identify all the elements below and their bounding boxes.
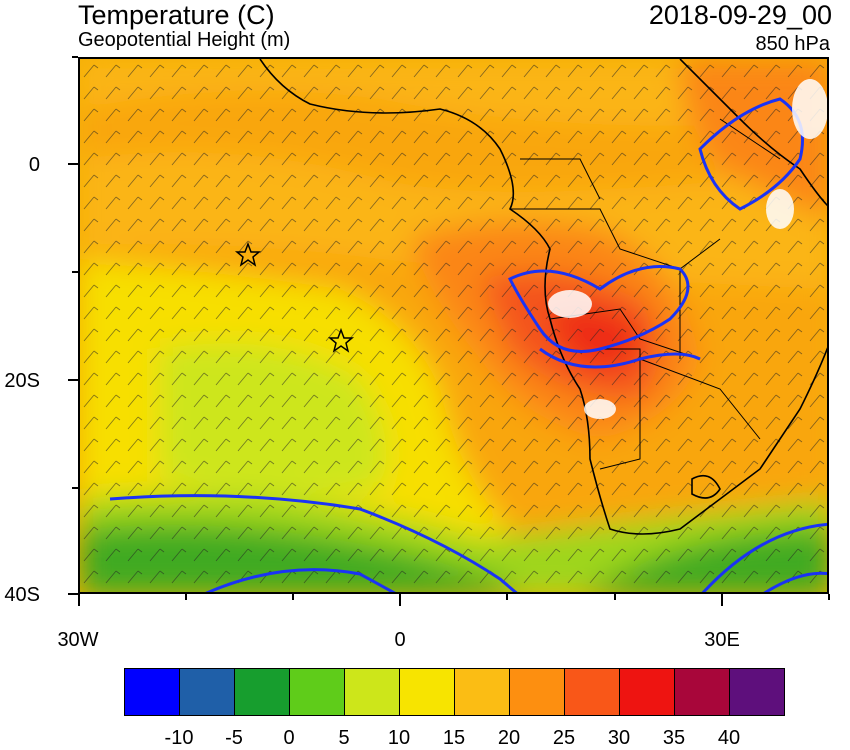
lat-label-0: 0 — [28, 154, 40, 176]
colorbar-swatch — [619, 668, 675, 716]
colorbar-label: 10 — [387, 727, 411, 749]
colorbar-swatch — [179, 668, 235, 716]
map-subtitle: Geopotential Height (m) — [78, 29, 291, 51]
lon-label-30w: 30W — [57, 629, 99, 651]
colorbar-label: -10 — [164, 727, 194, 749]
colorbar-label: 15 — [442, 727, 466, 749]
colorbar-swatch — [399, 668, 455, 716]
colorbar-label: 35 — [662, 727, 686, 749]
height-contours — [109, 97, 827, 592]
map-canvas — [80, 59, 827, 592]
colorbar-label: 25 — [552, 727, 576, 749]
temperature-map — [78, 57, 829, 594]
pressure-level: 850 hPa — [755, 33, 830, 55]
colorbar-swatch — [234, 668, 290, 716]
colorbar-label: 20 — [497, 727, 521, 749]
coastlines — [259, 59, 827, 535]
colorbar-swatch — [729, 668, 785, 716]
lon-label-0: 0 — [394, 629, 406, 651]
valid-datetime: 2018-09-29_00 — [648, 0, 832, 30]
colorbar-label: 5 — [338, 727, 350, 749]
lat-label-20s: 20S — [4, 370, 40, 392]
colorbar-swatch — [454, 668, 510, 716]
missing-data-patches — [548, 79, 827, 419]
colorbar-label: -5 — [225, 727, 243, 749]
colorbar-swatch — [344, 668, 400, 716]
colorbar-swatch — [124, 668, 180, 716]
colorbar-swatch — [564, 668, 620, 716]
lat-label-40s: 40S — [4, 584, 40, 606]
lon-label-30e: 30E — [704, 629, 740, 651]
colorbar — [124, 668, 785, 716]
map-title: Temperature (C) — [78, 0, 275, 30]
colorbar-swatch — [289, 668, 345, 716]
colorbar-swatch — [509, 668, 565, 716]
colorbar-swatch — [674, 668, 730, 716]
colorbar-label: 40 — [717, 727, 741, 749]
colorbar-label: 0 — [283, 727, 295, 749]
colorbar-label: 30 — [607, 727, 631, 749]
